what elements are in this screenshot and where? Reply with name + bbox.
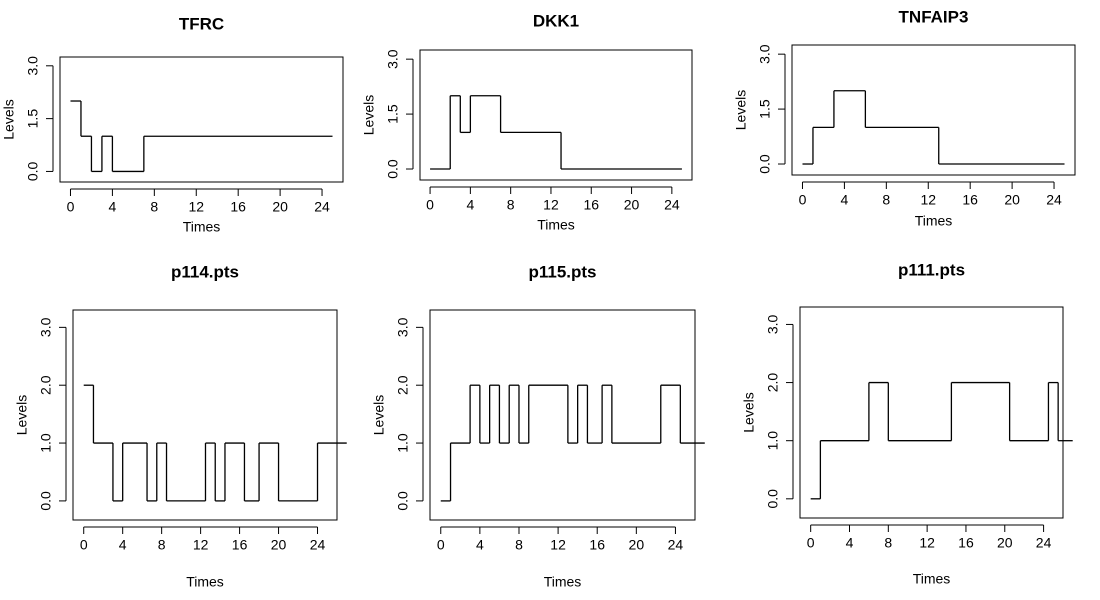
- y-axis-label: Levels: [14, 395, 30, 435]
- x-tick-label: 12: [919, 535, 935, 551]
- x-tick-label: 20: [1004, 192, 1020, 208]
- x-axis-label: Times: [537, 217, 575, 233]
- y-tick-label: 3.0: [765, 314, 781, 334]
- x-tick-label: 4: [476, 537, 484, 553]
- y-tick-label: 0.0: [765, 489, 781, 509]
- plot-box: [429, 309, 696, 521]
- plot-box: [59, 56, 344, 183]
- x-tick-label: 12: [550, 537, 566, 553]
- x-tick-label: 24: [314, 199, 330, 215]
- panel-title: p114.pts: [171, 262, 239, 281]
- y-tick-label: 0.0: [395, 491, 411, 511]
- x-tick-label: 8: [507, 197, 515, 213]
- x-tick-label: 12: [543, 197, 559, 213]
- y-axis-label: Levels: [733, 90, 749, 130]
- x-tick-label: 4: [846, 535, 854, 551]
- y-tick-label: 1.5: [385, 104, 401, 124]
- x-tick-label: 0: [80, 537, 88, 553]
- x-tick-label: 24: [664, 197, 680, 213]
- x-tick-label: 8: [150, 199, 158, 215]
- y-tick-label: 2.0: [765, 373, 781, 393]
- x-tick-label: 16: [589, 537, 605, 553]
- panel: TFRC Times Levels 0 4 8 12 16 20 24 0.0 1.5 3.0: [1, 14, 344, 235]
- x-tick-label: 20: [997, 535, 1013, 551]
- x-tick-label: 16: [232, 537, 248, 553]
- x-tick-label: 16: [583, 197, 599, 213]
- y-tick-label: 3.0: [385, 49, 401, 69]
- panel-title: p111.pts: [898, 260, 965, 279]
- panel-title: DKK1: [533, 11, 579, 30]
- x-tick-label: 8: [882, 192, 890, 208]
- y-tick-label: 1.0: [38, 433, 54, 453]
- x-tick-label: 12: [193, 537, 209, 553]
- x-tick-label: 20: [624, 197, 640, 213]
- y-tick-label: 3.0: [395, 317, 411, 337]
- panel: p115.pts Times Levels 0 4 8 12 16 20 24 0.0 1.0 2.0 3…: [371, 262, 705, 590]
- x-tick-label: 0: [67, 199, 75, 215]
- panel-title: p115.pts: [528, 262, 596, 281]
- x-tick-label: 0: [426, 197, 434, 213]
- x-tick-label: 24: [1046, 192, 1062, 208]
- plot-box: [72, 309, 338, 521]
- x-tick-label: 20: [271, 537, 287, 553]
- y-axis-label: Levels: [361, 95, 377, 135]
- plot-box: [799, 306, 1064, 519]
- y-tick-label: 3.0: [38, 317, 54, 337]
- x-tick-label: 4: [841, 192, 849, 208]
- x-tick-label: 4: [119, 537, 127, 553]
- y-tick-label: 3.0: [757, 44, 773, 64]
- x-tick-label: 24: [310, 537, 326, 553]
- x-axis-label: Times: [915, 213, 953, 229]
- y-axis-label: Levels: [371, 395, 387, 435]
- x-tick-label: 0: [437, 537, 445, 553]
- y-axis-label: Levels: [741, 392, 757, 432]
- x-tick-label: 20: [629, 537, 645, 553]
- y-tick-label: 1.5: [25, 109, 41, 129]
- panel: p114.pts Times Levels 0 4 8 12 16 20 24 0.0 1.0 2.0 3…: [14, 262, 347, 590]
- y-tick-label: 0.0: [25, 161, 41, 181]
- x-tick-label: 12: [920, 192, 936, 208]
- x-tick-label: 0: [807, 535, 815, 551]
- panel: DKK1 Times Levels 0 4 8 12 16 20 24 0.0 1.5 3.0: [361, 11, 693, 233]
- y-tick-label: 3.0: [25, 56, 41, 76]
- panel: TNFAIP3 Times Levels 0 4 8 12 16 20 24 0.0 1.5 3.0: [733, 7, 1076, 229]
- x-tick-label: 16: [230, 199, 246, 215]
- y-tick-label: 1.5: [757, 99, 773, 119]
- y-tick-label: 1.0: [765, 431, 781, 451]
- y-axis-label: Levels: [1, 99, 17, 139]
- x-tick-label: 0: [799, 192, 807, 208]
- panel-title: TFRC: [179, 14, 224, 33]
- y-tick-label: 1.0: [395, 433, 411, 453]
- y-tick-label: 0.0: [757, 154, 773, 174]
- x-axis-label: Times: [183, 219, 221, 235]
- y-tick-label: 2.0: [38, 375, 54, 395]
- y-tick-label: 0.0: [385, 159, 401, 179]
- x-axis-label: Times: [544, 574, 582, 590]
- y-tick-label: 2.0: [395, 375, 411, 395]
- plot-box: [791, 44, 1076, 176]
- x-tick-label: 24: [668, 537, 684, 553]
- x-tick-label: 4: [466, 197, 474, 213]
- x-tick-label: 24: [1036, 535, 1052, 551]
- x-tick-label: 8: [158, 537, 166, 553]
- panel: p111.pts Times Levels 0 4 8 12 16 20 24 0.0 1.0 2.0 3…: [741, 260, 1073, 587]
- x-tick-label: 16: [962, 192, 978, 208]
- x-axis-label: Times: [186, 574, 224, 590]
- x-tick-label: 12: [188, 199, 204, 215]
- x-tick-label: 8: [884, 535, 892, 551]
- x-tick-label: 16: [958, 535, 974, 551]
- y-tick-label: 0.0: [38, 491, 54, 511]
- panel-title: TNFAIP3: [899, 7, 969, 26]
- x-axis-label: Times: [913, 571, 951, 587]
- x-tick-label: 8: [515, 537, 523, 553]
- x-tick-label: 20: [272, 199, 288, 215]
- plot-box: [419, 49, 693, 181]
- x-tick-label: 4: [109, 199, 117, 215]
